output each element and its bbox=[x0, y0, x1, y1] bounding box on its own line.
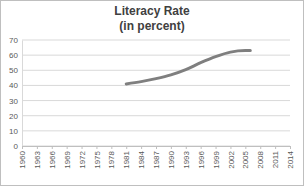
x-tick-label: 1999 bbox=[212, 150, 221, 168]
x-tick-mark bbox=[156, 146, 157, 149]
x-tick: 2008 bbox=[256, 146, 265, 169]
y-tick-label: 50 bbox=[9, 66, 18, 75]
x-axis: 1960 1963 1966 1969 1972 1975 1978 1981 1984 1987… bbox=[18, 146, 295, 169]
y-tick: 60 bbox=[9, 51, 22, 60]
x-tick-label: 1984 bbox=[137, 150, 146, 168]
x-tick-mark bbox=[201, 146, 202, 149]
y-tick-label: 10 bbox=[9, 127, 18, 136]
x-tick: 1960 bbox=[18, 146, 27, 169]
x-tick-label: 1960 bbox=[18, 150, 27, 168]
x-tick: 1969 bbox=[63, 146, 72, 169]
grid-line bbox=[22, 100, 290, 101]
y-axis-line bbox=[22, 41, 23, 147]
y-tick-label: 30 bbox=[9, 97, 18, 106]
x-tick: 2014 bbox=[286, 146, 295, 169]
y-tick-label: 0 bbox=[14, 142, 19, 151]
grid-line bbox=[22, 55, 290, 56]
grid-line bbox=[22, 115, 290, 116]
plot-area bbox=[126, 51, 250, 84]
grid-line bbox=[22, 40, 290, 41]
x-tick-label: 2011 bbox=[271, 150, 280, 168]
x-axis-line bbox=[23, 147, 291, 150]
x-tick-label: 1975 bbox=[93, 150, 102, 168]
x-tick: 1987 bbox=[152, 146, 161, 169]
y-tick: 70 bbox=[9, 36, 22, 45]
x-tick-mark bbox=[82, 146, 83, 149]
x-tick-label: 1969 bbox=[63, 150, 72, 168]
y-tick-label: 40 bbox=[9, 81, 18, 90]
y-tick: 0 bbox=[14, 142, 22, 151]
y-tick-label: 60 bbox=[9, 51, 18, 60]
x-tick-label: 1972 bbox=[78, 150, 87, 168]
x-tick: 2011 bbox=[271, 146, 280, 168]
x-tick: 1993 bbox=[182, 146, 191, 169]
x-tick-mark bbox=[67, 146, 68, 149]
x-tick-label: 1963 bbox=[33, 150, 42, 168]
x-tick: 2002 bbox=[227, 146, 236, 169]
grid-line bbox=[22, 70, 290, 71]
x-tick-label: 1990 bbox=[167, 150, 176, 168]
x-tick: 1999 bbox=[212, 146, 221, 169]
x-tick-mark bbox=[216, 146, 217, 149]
x-tick: 1972 bbox=[78, 146, 87, 169]
x-tick-mark bbox=[111, 146, 112, 149]
x-tick-mark bbox=[260, 146, 261, 149]
x-tick: 1963 bbox=[33, 146, 42, 169]
x-tick-mark bbox=[290, 146, 291, 149]
x-tick: 1981 bbox=[122, 146, 131, 169]
x-tick-label: 1996 bbox=[197, 150, 206, 168]
x-tick-mark bbox=[230, 146, 231, 149]
grid-line bbox=[22, 130, 290, 131]
x-tick-label: 1987 bbox=[152, 150, 161, 168]
x-tick: 1996 bbox=[197, 146, 206, 169]
x-tick: 1966 bbox=[48, 146, 57, 169]
y-axis: 0 10 20 30 40 50 60 70 bbox=[9, 36, 22, 151]
x-tick: 1984 bbox=[137, 146, 146, 169]
y-tick: 40 bbox=[9, 81, 22, 90]
x-tick-mark bbox=[52, 146, 53, 149]
x-tick-mark bbox=[275, 146, 276, 149]
x-tick: 1990 bbox=[167, 146, 176, 169]
y-tick: 20 bbox=[9, 112, 22, 121]
x-tick-mark bbox=[171, 146, 172, 149]
y-tick: 10 bbox=[9, 127, 22, 136]
x-tick-mark bbox=[186, 146, 187, 149]
x-tick-label: 2005 bbox=[241, 150, 250, 168]
x-tick: 1978 bbox=[107, 146, 116, 169]
x-tick-label: 1993 bbox=[182, 150, 191, 168]
x-tick-mark bbox=[37, 146, 38, 149]
data-line bbox=[126, 51, 250, 84]
x-tick-mark bbox=[126, 146, 127, 149]
x-tick: 1975 bbox=[93, 146, 102, 169]
x-tick-mark bbox=[96, 146, 97, 149]
x-tick-label: 2002 bbox=[227, 150, 236, 168]
title: Literacy Rate bbox=[114, 4, 190, 18]
x-tick-label: 1978 bbox=[107, 150, 116, 168]
x-tick-label: 2008 bbox=[256, 150, 265, 168]
chart-frame bbox=[1, 1, 304, 186]
subtitle: (in percent) bbox=[119, 19, 184, 33]
x-tick-mark bbox=[22, 146, 23, 149]
y-tick-label: 70 bbox=[9, 36, 18, 45]
x-tick-label: 1981 bbox=[122, 150, 131, 168]
y-tick: 50 bbox=[9, 66, 22, 75]
chart: Literacy Rate(in percent) 0 10 20 30 40 50 60 70… bbox=[0, 0, 304, 186]
y-tick: 30 bbox=[9, 97, 22, 106]
y-tick-label: 20 bbox=[9, 112, 18, 121]
grid bbox=[22, 40, 290, 146]
x-tick-mark bbox=[245, 146, 246, 149]
x-tick-label: 1966 bbox=[48, 150, 57, 168]
x-tick-label: 2014 bbox=[286, 150, 295, 168]
grid-line bbox=[22, 85, 290, 86]
x-tick-mark bbox=[141, 146, 142, 149]
x-tick: 2005 bbox=[241, 146, 250, 169]
